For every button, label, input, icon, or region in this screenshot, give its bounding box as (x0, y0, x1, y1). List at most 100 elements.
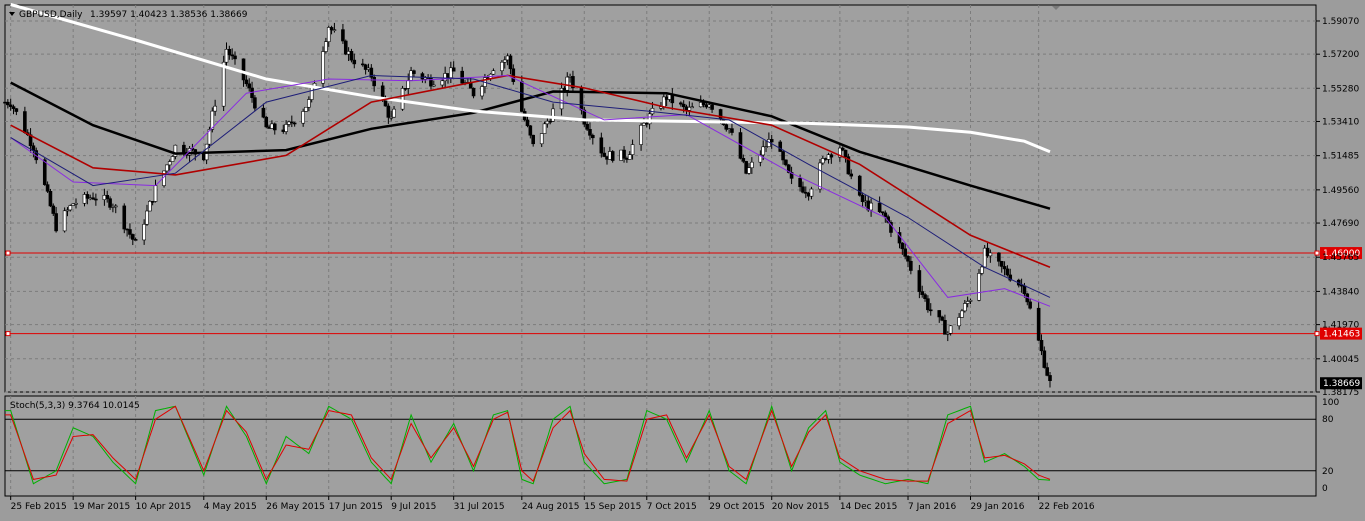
candle-body (165, 164, 169, 172)
candle-body (980, 266, 984, 274)
candle-body (520, 81, 524, 112)
candle-body (843, 149, 848, 158)
line-handle[interactable] (1314, 331, 1320, 337)
candle-body (502, 59, 507, 63)
candle-body (71, 203, 75, 206)
candle-body (681, 103, 686, 108)
candle-body (610, 151, 615, 161)
candle-body (761, 146, 765, 156)
symbol-dropdown-icon[interactable] (9, 12, 15, 16)
candle-body (997, 252, 1001, 262)
candle-body (591, 135, 595, 139)
candle-body (758, 154, 763, 163)
candle-body (960, 310, 964, 318)
candle-body (406, 80, 411, 89)
x-tick-label: 19 Mar 2015 (73, 502, 130, 512)
candle-body (764, 146, 768, 148)
stoch-y-tick-label: 80 (1322, 415, 1334, 425)
price-level-tag-label: 1.41463 (1323, 330, 1360, 340)
candle-body (945, 332, 950, 335)
candle-body (54, 213, 58, 232)
candle-body (906, 256, 910, 262)
candle-body (968, 299, 973, 302)
candle-body (324, 41, 328, 52)
candle-body (389, 116, 393, 119)
stochastic-pane[interactable] (4, 395, 1317, 497)
candle-body (431, 84, 436, 87)
x-tick-label: 29 Oct 2015 (709, 502, 765, 512)
candle-body (940, 316, 944, 321)
candle-body (965, 301, 970, 304)
x-tick-label: 10 Apr 2015 (136, 502, 192, 512)
grid (5, 5, 1316, 496)
candle-body (244, 79, 249, 85)
y-tick-label: 1.41970 (1322, 321, 1359, 331)
candle-body (130, 234, 135, 240)
candle-body (48, 190, 53, 207)
candle-body (1022, 285, 1027, 295)
candle-body (261, 107, 266, 118)
candle-body (224, 49, 229, 63)
candle-body (781, 151, 785, 161)
candle-body (860, 195, 865, 202)
candle-body (122, 205, 127, 230)
horizontal-lines: 1.46000 1.41463 (5, 247, 1362, 340)
candle-body (153, 185, 158, 202)
candle-body (710, 104, 714, 110)
stoch-label: Stoch(5,3,3) 9.3764 10.0145 (10, 401, 140, 411)
candle-body (284, 124, 288, 132)
candle-body (341, 29, 345, 42)
current-price-tag (1320, 377, 1362, 390)
candle-body (45, 184, 50, 192)
x-tick-label: 9 Jul 2015 (391, 502, 436, 512)
candle-body (307, 99, 311, 108)
candle-body (440, 80, 445, 86)
candle-body (542, 123, 547, 134)
candle-body (948, 325, 953, 334)
candle-body (392, 108, 396, 118)
candle-body (253, 97, 257, 109)
candle-body (94, 198, 98, 201)
candle-body (690, 106, 695, 109)
line-handle[interactable] (5, 331, 11, 337)
candle-body (227, 49, 232, 56)
candle-body (1002, 266, 1007, 270)
stochastic-lines: 100 80 20 0 (5, 398, 1339, 494)
candle-body (769, 139, 774, 143)
candle-body (213, 105, 217, 112)
candle-body (798, 178, 802, 188)
candle-body (500, 61, 504, 72)
candle-body (292, 122, 297, 125)
candle-body (928, 309, 933, 312)
candle-body (565, 76, 570, 91)
y-tick-label: 1.45765 (1322, 253, 1359, 263)
line-handle[interactable] (5, 250, 11, 256)
candle-body (91, 197, 95, 200)
candle-body (988, 252, 993, 257)
candle-body (133, 239, 138, 241)
candle-body (903, 248, 907, 257)
x-tick-label: 22 Feb 2016 (1039, 502, 1095, 512)
candle-body (744, 161, 748, 174)
candle-body (173, 144, 178, 157)
candle-body (821, 158, 825, 164)
candle-body (622, 149, 626, 159)
chart-shift-marker-icon[interactable] (1052, 6, 1060, 10)
x-tick-label: 25 Feb 2015 (11, 502, 67, 512)
candle-body (1036, 307, 1041, 341)
candle-body (221, 61, 226, 107)
candle-body (920, 291, 925, 295)
line-handle[interactable] (1314, 250, 1320, 256)
y-tick-label: 1.38175 (1322, 388, 1359, 398)
candle-body (803, 191, 808, 194)
current-price-label: 1.38669 (1323, 379, 1360, 389)
candle-body (451, 67, 456, 72)
price-level-tag (1320, 327, 1362, 340)
candle-body (6, 101, 10, 106)
candle-body (786, 164, 791, 173)
x-tick-label: 17 Jun 2015 (329, 502, 383, 512)
candle-body (784, 159, 788, 166)
candle-body (51, 205, 56, 214)
candle-body (290, 121, 294, 124)
stoch-series-line (5, 405, 1051, 482)
